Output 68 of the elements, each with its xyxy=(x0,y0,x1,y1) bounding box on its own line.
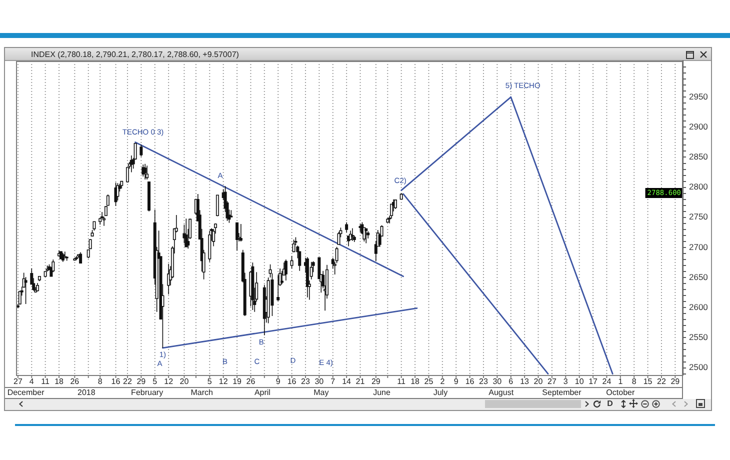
x2-tick-label: December xyxy=(7,388,45,398)
x-tick-label: 26 xyxy=(246,377,256,386)
x-tick-label: 8 xyxy=(98,377,103,386)
x-tick-label: 29 xyxy=(371,377,381,386)
x-tick-label: 19 xyxy=(232,377,242,386)
x-tick-label: 2 xyxy=(440,377,446,386)
x-tick-label: 16 xyxy=(111,377,121,386)
x-tick-label: 1 xyxy=(618,377,624,386)
y-tick-label: 2950 xyxy=(689,91,708,102)
y-tick-label: 2850 xyxy=(689,152,708,162)
x-tick-label: 3 xyxy=(563,377,568,386)
x2-tick-label: April xyxy=(254,388,271,398)
x-tick-label: 16 xyxy=(465,377,475,386)
x2-tick-label: February xyxy=(131,388,164,398)
x2-tick-label: March xyxy=(190,388,213,398)
x2-tick-label: September xyxy=(542,388,582,398)
x-tick-label: 24 xyxy=(602,377,612,386)
x2-tick-label: August xyxy=(488,388,514,398)
x2-tick-label: July xyxy=(433,388,448,398)
y-tick-label: 2600 xyxy=(689,302,708,312)
x-tick-label: 11 xyxy=(41,377,50,386)
x-tick-label: 26 xyxy=(70,377,80,386)
x-tick-label: 22 xyxy=(123,377,132,386)
x-tick-label: 15 xyxy=(643,377,653,386)
x-tick-label: 5 xyxy=(152,377,158,386)
x-tick-label: 12 xyxy=(218,377,228,386)
x-tick-label: 12 xyxy=(164,377,174,386)
x-tick-label: 11 xyxy=(397,377,406,386)
x-tick-label: 17 xyxy=(588,377,598,386)
x-tick-label: 14 xyxy=(342,377,352,386)
x-tick-label: 27 xyxy=(14,377,23,386)
x-tick-label: 7 xyxy=(330,377,336,386)
x-tick-label: 8 xyxy=(632,377,637,386)
y-tick-label: 2650 xyxy=(689,272,708,282)
x-tick-label: 29 xyxy=(136,377,146,386)
x-tick-label: 20 xyxy=(534,377,544,386)
chart-title: INDEX (2,780.18, 2,790.21, 2,780.17, 2,788.60, +9.57007) xyxy=(31,49,239,61)
y-tick-label: 2550 xyxy=(689,332,708,342)
x2-tick-label: 2018 xyxy=(78,388,96,398)
y-tick-label: 2900 xyxy=(689,122,708,132)
x-tick-label: 30 xyxy=(314,377,324,386)
x-tick-label: 25 xyxy=(424,377,434,386)
y-tick-label: 2800 xyxy=(689,182,708,192)
x-tick-label: 9 xyxy=(276,377,281,386)
x-tick-label: 30 xyxy=(492,377,502,386)
x-tick-label: 21 xyxy=(356,377,366,386)
x-tick-label: 27 xyxy=(547,377,557,386)
x-tick-label: 18 xyxy=(54,377,64,386)
x2-tick-label: June xyxy=(373,388,391,398)
x-tick-label: 4 xyxy=(29,377,34,386)
x-tick-label: 6 xyxy=(508,377,514,386)
x-tick-label: 13 xyxy=(520,377,530,386)
x-tick-label: 9 xyxy=(454,377,459,386)
x-tick-label: 23 xyxy=(479,377,488,386)
x-tick-label: 23 xyxy=(301,377,310,386)
y-tick-label: 2750 xyxy=(689,212,708,222)
x-tick-label: 22 xyxy=(657,377,666,386)
x-tick-label: 5 xyxy=(207,377,212,386)
x-tick-label: 20 xyxy=(180,377,190,386)
x-tick-label: 10 xyxy=(574,377,584,386)
text: D xyxy=(607,399,614,408)
y-tick-label: 2500 xyxy=(689,362,708,372)
y-tick-label: 2700 xyxy=(689,242,708,252)
x-tick-label: 29 xyxy=(670,377,680,386)
x2-tick-label: October xyxy=(606,388,635,398)
x2-tick-label: May xyxy=(314,388,329,398)
x-tick-label: 18 xyxy=(410,377,420,386)
x-tick-label: 16 xyxy=(287,377,297,386)
